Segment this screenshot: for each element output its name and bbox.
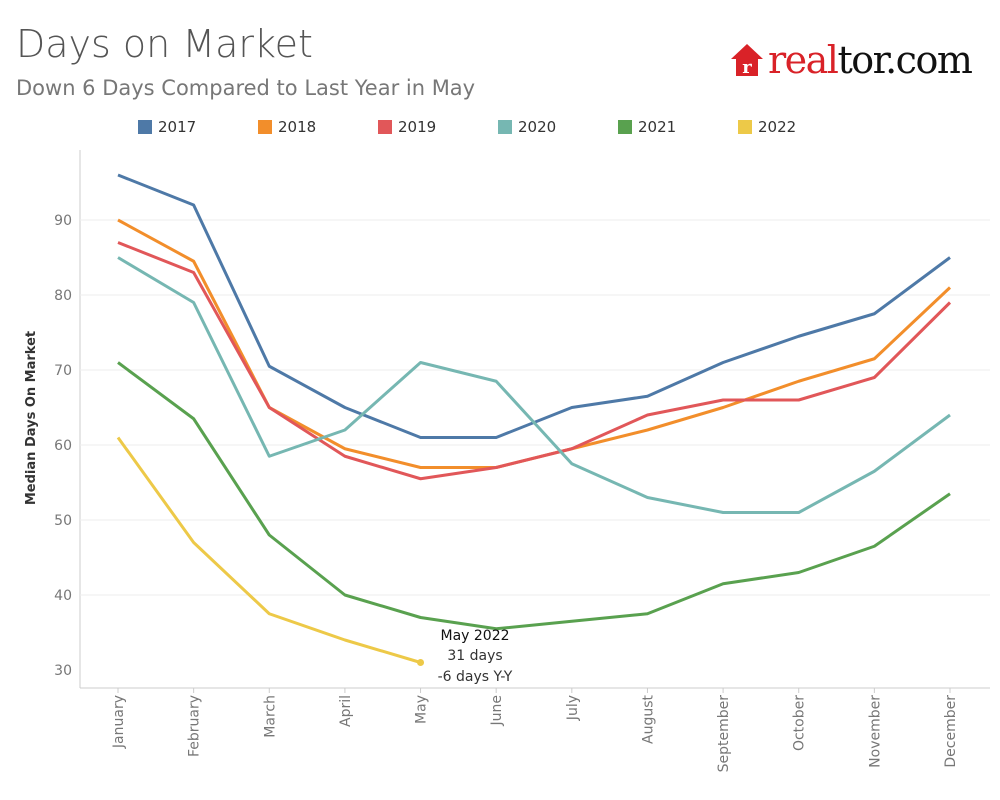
series-line-2022: [116, 436, 421, 664]
annotation-change: -6 days Y-Y: [438, 669, 513, 685]
y-tick-label: 90: [54, 213, 72, 229]
x-tick-label-may: May: [414, 695, 430, 724]
legend-label: 2021: [638, 118, 677, 136]
x-tick-label-april: April: [338, 695, 354, 727]
logo-text-red: real: [768, 38, 839, 82]
series-line-2020: [117, 256, 951, 514]
series-line-2018: [117, 218, 952, 469]
x-tick-label-november: November: [867, 695, 883, 768]
legend-swatch: [738, 120, 752, 134]
x-tick-label-december: December: [943, 695, 959, 768]
annotation-value: 31 days: [447, 648, 502, 664]
legend: 2017 2018 2019 2020 2021 2022: [138, 118, 858, 136]
y-tick-label: 60: [54, 438, 72, 454]
x-tick-label-august: August: [640, 694, 656, 744]
y-axis-title: Median Days On Market: [24, 331, 39, 505]
chart-subtitle: Down 6 Days Compared to Last Year in May: [16, 76, 476, 100]
data-point-may-2022: [417, 659, 425, 666]
legend-item-2021[interactable]: 2021: [618, 118, 738, 136]
legend-swatch: [138, 120, 152, 134]
chart-title: Days on Market: [16, 22, 313, 66]
logo-text-black: tor.com: [837, 38, 972, 82]
x-tick-label-july: July: [565, 695, 581, 721]
x-tick-label-march: March: [262, 695, 278, 738]
house-r-icon: r: [731, 44, 763, 78]
x-tick-label-september: September: [716, 695, 732, 773]
legend-item-2019[interactable]: 2019: [378, 118, 498, 136]
legend-item-2022[interactable]: 2022: [738, 118, 858, 136]
legend-label: 2019: [398, 118, 437, 136]
legend-label: 2020: [518, 118, 557, 136]
legend-swatch: [498, 120, 512, 134]
legend-item-2020[interactable]: 2020: [498, 118, 618, 136]
y-tick-label: 30: [54, 663, 72, 679]
legend-label: 2018: [278, 118, 317, 136]
series-line-2019: [117, 241, 952, 481]
legend-swatch: [258, 120, 272, 134]
annotation-title: May 2022: [440, 628, 509, 644]
legend-item-2017[interactable]: 2017: [138, 118, 258, 136]
y-tick-label: 50: [54, 513, 72, 529]
svg-text:r: r: [742, 57, 752, 78]
legend-item-2018[interactable]: 2018: [258, 118, 378, 136]
legend-swatch: [618, 120, 632, 134]
legend-label: 2017: [158, 118, 197, 136]
realtor-logo: r realtor.com: [730, 38, 973, 82]
series-line-2021: [117, 361, 951, 631]
x-tick-label-june: June: [489, 695, 505, 727]
x-tick-label-january: January: [111, 695, 127, 749]
x-tick-label-february: February: [187, 695, 203, 757]
y-tick-label: 40: [54, 588, 72, 604]
y-tick-label: 70: [54, 363, 72, 379]
legend-swatch: [378, 120, 392, 134]
series-line-2017: [117, 173, 951, 439]
y-tick-label: 80: [54, 288, 72, 304]
legend-label: 2022: [758, 118, 797, 136]
x-tick-label-october: October: [792, 695, 808, 751]
